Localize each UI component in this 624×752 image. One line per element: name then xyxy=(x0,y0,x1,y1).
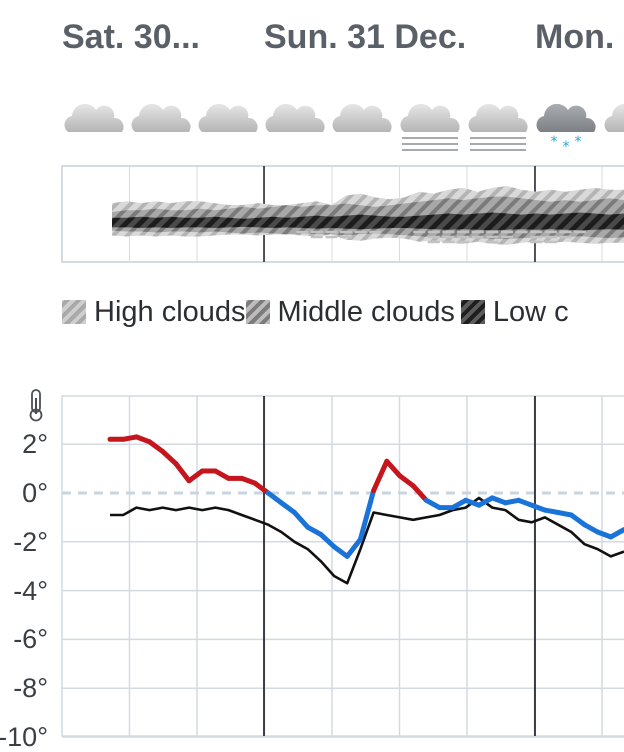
low-clouds-layer xyxy=(112,212,624,231)
temperature-segment xyxy=(371,458,390,494)
day-label-sunday: Sun. 31 Dec. xyxy=(264,18,467,56)
dewpoint-line xyxy=(110,496,624,585)
temperature-segment xyxy=(265,490,284,506)
temperature-segment xyxy=(344,536,363,559)
temperature-segment xyxy=(397,473,416,489)
middle-clouds-swatch xyxy=(245,300,270,324)
cloud-icon xyxy=(131,103,191,132)
legend-label-middle-clouds: Middle clouds xyxy=(277,295,455,328)
temperature-segment xyxy=(186,468,205,484)
temperature-segment xyxy=(305,524,324,537)
temperature-segment xyxy=(292,510,311,530)
y-tick-label: -8° xyxy=(13,673,48,704)
snow-cloud-icon: * * * xyxy=(536,103,596,155)
cloud-icon xyxy=(198,103,258,132)
legend-label-low-clouds: Low c xyxy=(492,295,569,328)
weather-icons-row: * * * xyxy=(64,103,624,155)
temperature-segment xyxy=(423,497,442,511)
cloud-cover-chart xyxy=(61,165,624,263)
temperature-segment xyxy=(160,449,179,467)
temperature-segment xyxy=(384,458,403,479)
temperature-segment xyxy=(357,488,377,542)
temperature-segment xyxy=(410,483,429,503)
low-clouds-swatch xyxy=(460,300,485,324)
legend-item-middle-clouds: Middle clouds xyxy=(245,295,455,329)
temperature-segment xyxy=(212,468,232,481)
legend-item-high-clouds: High clouds xyxy=(62,296,246,329)
legend-item-low-clouds: Low c xyxy=(460,295,569,329)
temperature-chart xyxy=(61,395,624,738)
cloud-icon xyxy=(604,103,624,132)
cloud-icon xyxy=(265,103,325,132)
temperature-segment xyxy=(608,527,624,540)
fog-cloud-icon xyxy=(400,103,460,151)
temperature-segment xyxy=(278,500,297,515)
cloud-icon xyxy=(64,103,124,132)
high-clouds-swatch xyxy=(62,300,86,324)
day-label-saturday: Sat. 30... xyxy=(62,18,200,56)
temperature-segment xyxy=(173,461,192,484)
svg-text:*: * xyxy=(575,134,582,150)
y-tick-label: -4° xyxy=(13,575,48,606)
fog-cloud-icon xyxy=(468,103,528,151)
temperature-segment xyxy=(252,480,271,496)
cloud-icon xyxy=(332,103,392,132)
cloud-legend: High clouds Middle clouds Low c xyxy=(62,292,569,332)
temperature-segment xyxy=(331,544,350,559)
temp-chart-frame xyxy=(61,395,624,737)
y-tick-label: -10° xyxy=(0,722,48,752)
legend-label-high-clouds: High clouds xyxy=(94,295,246,328)
temperature-segment xyxy=(147,439,166,454)
y-tick-label: -2° xyxy=(13,526,48,557)
day-label-monday: Mon. xyxy=(535,18,615,56)
thermometer-icon xyxy=(29,389,43,422)
y-tick-label: -6° xyxy=(13,624,48,655)
y-tick-label: 2° xyxy=(22,429,48,460)
y-tick-label: 0° xyxy=(22,478,48,508)
temperature-segment xyxy=(476,495,495,508)
temperature-segment xyxy=(568,512,587,528)
temperature-segment xyxy=(318,532,337,550)
svg-text:*: * xyxy=(563,139,570,155)
svg-text:*: * xyxy=(551,134,558,150)
